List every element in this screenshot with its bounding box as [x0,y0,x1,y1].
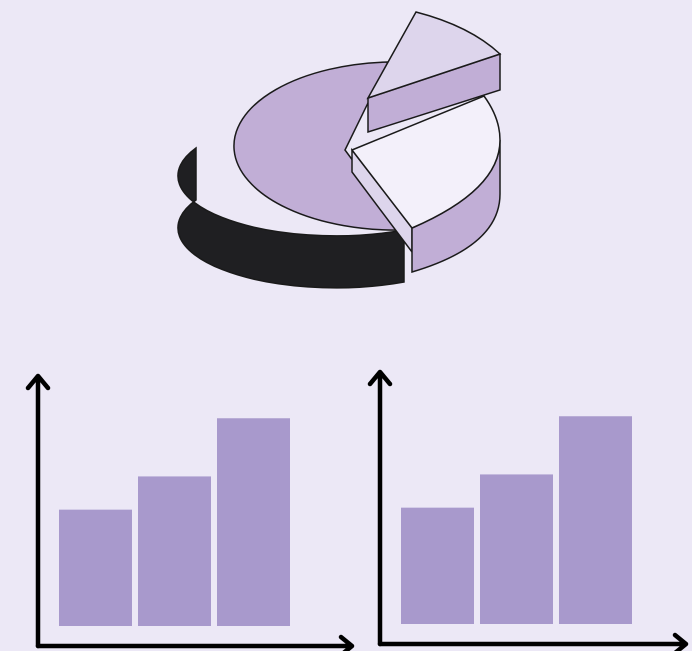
right-chart-bar-1 [401,507,474,624]
pie-slice-main-side [177,146,405,289]
right-chart-bar-3 [559,416,632,624]
left-chart-x-axis [35,634,355,651]
pie-slice-main [233,61,406,231]
left-chart-bar-3 [217,418,290,626]
pie-slice-small [366,11,502,100]
right-chart-y-axis [367,369,393,647]
right-chart-x-axis [377,632,689,651]
pie-slice-white [350,95,501,229]
left-chart-bar-2 [138,476,211,626]
left-chart-y-axis [25,373,51,649]
right-chart-bar-2 [480,474,553,624]
left-chart-bar-1 [59,509,132,626]
